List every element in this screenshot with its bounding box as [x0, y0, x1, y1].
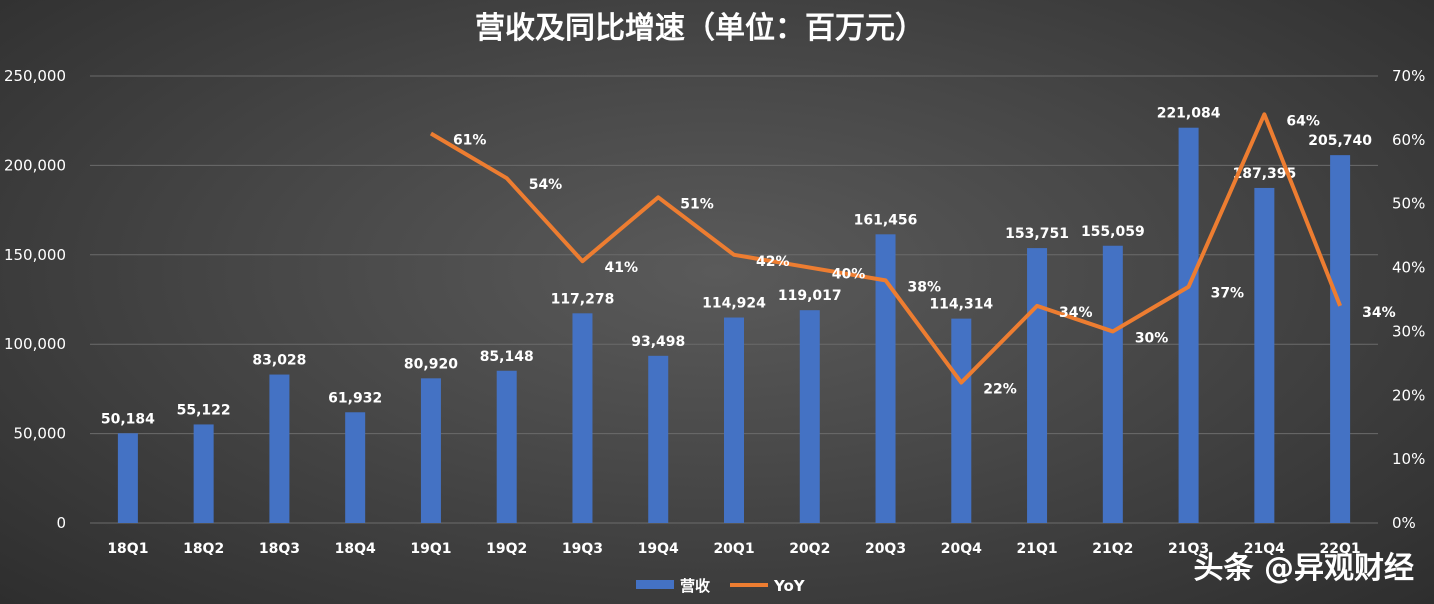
bar-data-label: 117,278	[551, 291, 615, 307]
y-left-tick-label: 250,000	[4, 67, 66, 85]
bar	[724, 317, 744, 523]
bar-data-label: 114,924	[702, 296, 766, 312]
yoy-data-label: 54%	[529, 177, 563, 193]
category-axis: 18Q1 18Q2 18Q3 18Q4 19Q1 19Q2 19Q3 19Q4 20Q1 20Q2…	[107, 541, 1360, 557]
bar	[1254, 187, 1275, 523]
y-right-tick-label: 0%	[1392, 514, 1416, 532]
yoy-series	[429, 112, 1342, 385]
bar	[951, 318, 972, 523]
category-tick-label: 20Q2	[789, 541, 830, 557]
y-right-tick-label: 70%	[1392, 67, 1425, 85]
y-right-tick-label: 20%	[1392, 386, 1425, 404]
bar	[1102, 245, 1123, 523]
category-tick-label: 19Q2	[486, 541, 527, 557]
category-tick-label: 18Q2	[183, 541, 224, 557]
bar-data-label: 114,314	[929, 297, 993, 313]
bar-data-label: 205,740	[1308, 133, 1372, 149]
category-tick-label: 19Q4	[638, 541, 679, 557]
bar-data-label: 187,395	[1232, 166, 1296, 182]
category-tick-label: 19Q3	[562, 541, 603, 557]
bar	[269, 374, 290, 523]
category-tick-label: 19Q1	[410, 541, 451, 557]
yoy-data-labels: 61% 54% 41% 51% 42% 40% 38% 22% 34% 30% 37% 64% 34%	[453, 113, 1396, 397]
bar-data-labels: 50,184 55,122 83,028 61,932 80,920 85,148 117,…	[101, 106, 1372, 428]
legend: 营收 YoY	[636, 577, 806, 595]
yoy-data-label: 42%	[756, 254, 790, 270]
yoy-data-label: 34%	[1059, 305, 1093, 321]
bar	[1330, 155, 1351, 523]
category-tick-label: 21Q2	[1092, 541, 1133, 557]
bar	[648, 355, 669, 523]
y-left-tick-label: 0	[56, 514, 66, 532]
bar	[496, 370, 517, 523]
y-left-tick-label: 50,000	[14, 425, 67, 443]
bar	[875, 234, 896, 524]
category-tick-label: 22Q1	[1320, 541, 1361, 557]
category-tick-label: 18Q1	[107, 541, 148, 557]
yoy-data-label: 30%	[1135, 330, 1169, 346]
y-right-tick-label: 10%	[1392, 450, 1425, 468]
y-right-tick-label: 60%	[1392, 131, 1425, 149]
category-tick-label: 18Q4	[335, 541, 376, 557]
chart-title: 营收及同比增速（单位：百万元）	[475, 11, 925, 46]
category-tick-label: 20Q4	[941, 541, 982, 557]
category-tick-label: 20Q1	[713, 541, 754, 557]
yoy-data-label: 51%	[680, 196, 714, 212]
bar-data-label: 119,017	[778, 288, 842, 304]
right-axis: 0% 10% 20% 30% 40% 50% 60% 70%	[1392, 67, 1425, 532]
bar	[345, 412, 366, 523]
category-tick-label: 21Q4	[1244, 541, 1285, 557]
legend-swatch-revenue	[636, 580, 674, 589]
bar-series	[117, 127, 1351, 524]
yoy-data-label: 38%	[908, 279, 942, 295]
bar-data-label: 221,084	[1157, 106, 1221, 122]
yoy-data-label: 41%	[604, 260, 638, 276]
category-tick-label: 20Q3	[865, 541, 906, 557]
legend-label-revenue: 营收	[680, 577, 710, 595]
bar	[420, 378, 441, 523]
bar-data-label: 85,148	[480, 349, 534, 365]
category-tick-label: 18Q3	[259, 541, 300, 557]
category-tick-label: 21Q1	[1016, 541, 1057, 557]
yoy-data-label: 22%	[983, 382, 1017, 398]
yoy-data-label: 64%	[1286, 113, 1320, 129]
bar	[1027, 248, 1048, 524]
bar-data-label: 155,059	[1081, 224, 1145, 240]
bar-data-label: 50,184	[101, 411, 155, 427]
y-left-tick-label: 100,000	[4, 335, 66, 353]
y-right-tick-label: 50%	[1392, 195, 1425, 213]
bar-data-label: 153,751	[1005, 226, 1069, 242]
y-left-tick-label: 200,000	[4, 156, 66, 174]
left-axis: 0 50,000 100,000 150,000 200,000 250,000	[4, 67, 66, 532]
yoy-data-label: 40%	[832, 267, 866, 283]
bar-data-label: 83,028	[252, 353, 306, 369]
bar-data-label: 161,456	[854, 212, 918, 228]
bar	[117, 433, 138, 523]
y-right-tick-label: 30%	[1392, 322, 1425, 340]
yoy-data-label: 34%	[1362, 305, 1396, 321]
category-tick-label: 21Q3	[1168, 541, 1209, 557]
watermark: 头条 @异观财经	[1194, 551, 1414, 586]
bar	[193, 424, 214, 523]
bar-data-label: 55,122	[177, 402, 231, 418]
bar-data-label: 80,920	[404, 356, 458, 372]
bar-data-label: 61,932	[328, 390, 382, 406]
bar	[1178, 127, 1199, 523]
bar	[799, 310, 820, 523]
bar	[572, 313, 593, 523]
yoy-data-label: 61%	[453, 132, 487, 148]
y-left-tick-label: 150,000	[4, 246, 66, 264]
y-right-tick-label: 40%	[1392, 259, 1425, 277]
bar-data-label: 93,498	[631, 334, 685, 350]
yoy-data-label: 37%	[1211, 286, 1245, 302]
legend-label-yoy: YoY	[773, 577, 806, 595]
